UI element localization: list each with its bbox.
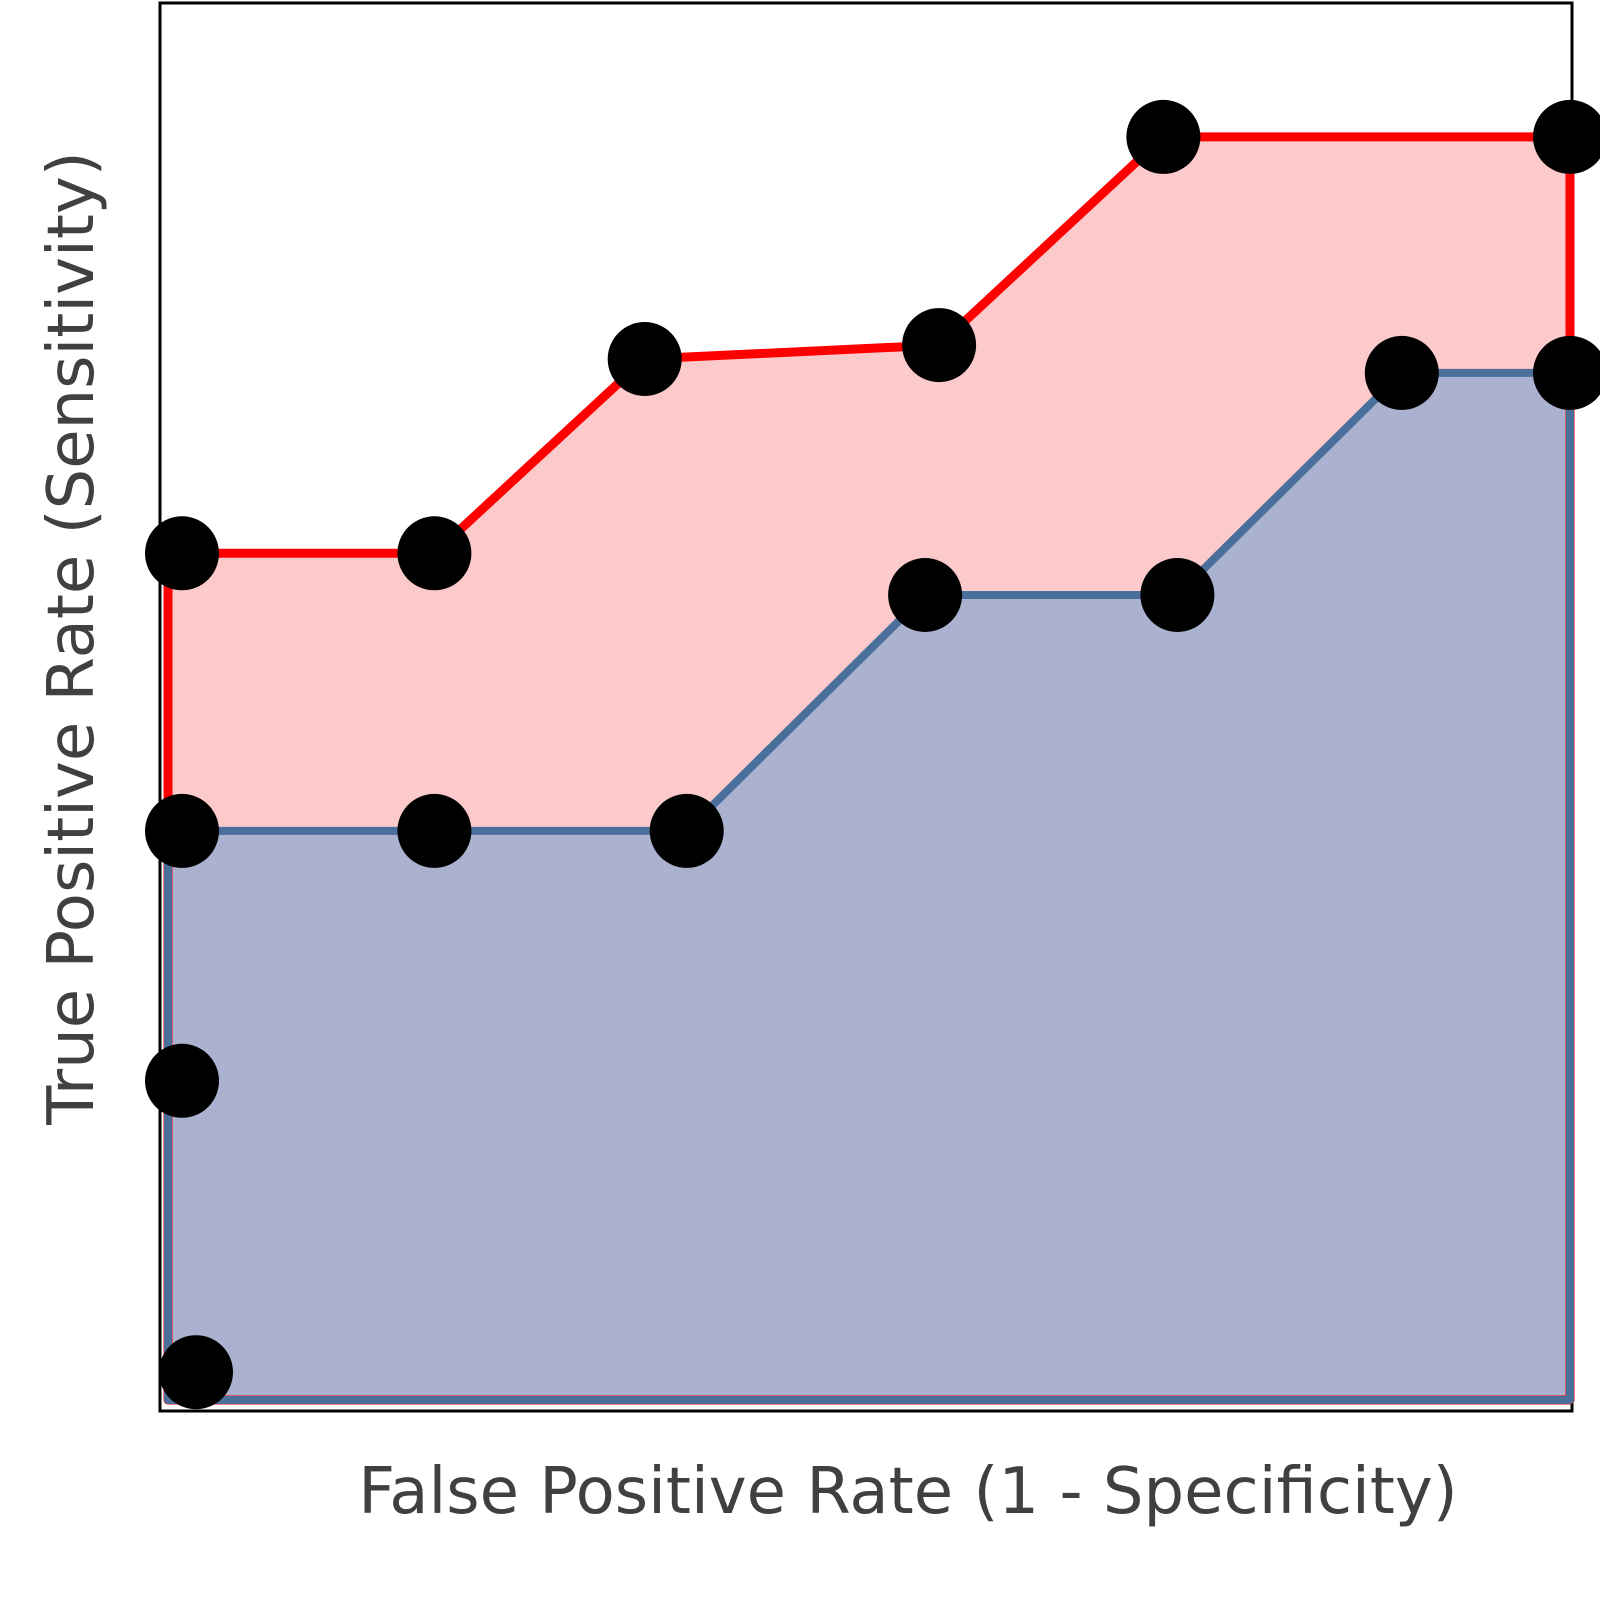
series-2-area — [168, 372, 1570, 1400]
series-2-point-3 — [649, 793, 724, 868]
series-1-point-6 — [1533, 99, 1600, 174]
extra-point-1 — [145, 1043, 219, 1118]
series-2-point-2 — [397, 793, 472, 868]
series-1-point-3 — [607, 322, 682, 396]
x-axis-label: False Positive Rate (1 - Specificity) — [358, 1455, 1457, 1529]
y-axis-label: True Positive Rate (Sensitivity) — [35, 151, 109, 1126]
series-2-point-4 — [888, 558, 963, 632]
series-1-point-5 — [1126, 99, 1201, 174]
series-2-point-5 — [1140, 558, 1215, 632]
series-1-point-4 — [902, 308, 977, 383]
series-2-point-6 — [1364, 335, 1439, 410]
series-1-point-1 — [145, 516, 219, 591]
series-2-line — [164, 368, 1574, 1404]
series-1-point-2 — [397, 516, 472, 591]
series-2-point-7 — [1533, 335, 1600, 410]
area-layer — [168, 136, 1570, 1400]
series-2-point-1 — [145, 793, 219, 868]
marker-layer — [145, 99, 1600, 1410]
extra-point-2 — [159, 1335, 233, 1410]
